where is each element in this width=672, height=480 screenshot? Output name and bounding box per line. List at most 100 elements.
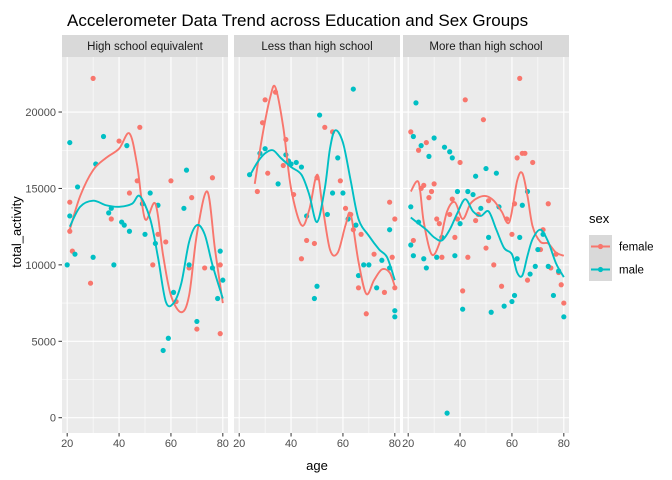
data-point-male: [387, 227, 393, 233]
data-point-male: [366, 262, 372, 268]
data-point-male: [293, 159, 299, 166]
data-point-male: [501, 303, 507, 309]
data-point-male: [311, 295, 318, 302]
data-point-female: [67, 228, 73, 234]
data-point-male: [275, 181, 281, 187]
y-axis-title: total_activity: [9, 196, 24, 268]
data-point-male: [423, 265, 429, 271]
data-point-female: [421, 182, 427, 188]
data-point-female: [126, 190, 133, 196]
data-point-male: [72, 251, 78, 257]
data-point-female: [410, 237, 416, 244]
data-point-male: [545, 263, 551, 269]
data-point-male: [121, 222, 127, 228]
data-point-female: [371, 251, 377, 257]
data-point-male: [418, 143, 424, 149]
data-point-male: [470, 191, 476, 198]
data-point-male: [355, 272, 362, 279]
data-point-male: [181, 205, 187, 211]
legend-label-male: male: [619, 265, 644, 277]
x-tick-label: 80: [389, 438, 401, 450]
data-point-male: [527, 271, 533, 277]
data-point-male: [511, 292, 518, 299]
data-point-female: [524, 277, 531, 283]
data-point-female: [480, 117, 487, 123]
data-point-male: [447, 149, 453, 155]
data-point-female: [363, 311, 369, 317]
data-point-female: [530, 159, 536, 166]
data-point-male: [316, 112, 323, 118]
data-point-male: [262, 146, 268, 152]
data-point-male: [165, 335, 171, 341]
x-tick-label: 20: [61, 438, 73, 450]
data-point-male: [509, 298, 515, 305]
data-point-female: [460, 288, 466, 294]
data-point-female: [209, 175, 216, 181]
data-point-male: [215, 295, 221, 302]
data-point-male: [111, 262, 117, 268]
data-point-female: [465, 254, 471, 260]
data-point-female: [202, 265, 208, 271]
legend-keys: female male: [589, 235, 654, 281]
data-point-female: [457, 159, 463, 166]
data-point-female: [491, 262, 497, 268]
data-point-male: [460, 306, 466, 312]
x-tick-label: 80: [558, 438, 570, 450]
data-point-female: [254, 188, 260, 195]
data-point-female: [387, 199, 393, 205]
data-point-female: [217, 262, 223, 268]
data-point-male: [413, 100, 419, 106]
data-point-male: [67, 213, 73, 219]
x-tick-label: 40: [285, 438, 297, 450]
data-point-male: [379, 257, 385, 263]
data-point-male: [488, 309, 494, 315]
data-point-female: [168, 178, 174, 184]
legend-title: sex: [589, 211, 610, 226]
data-point-male: [493, 170, 499, 176]
data-point-female: [426, 195, 432, 201]
y-tick-label: 5000: [32, 336, 56, 348]
data-point-female: [447, 211, 453, 218]
smooth-line-male: [248, 129, 396, 281]
facet-strip-label: Less than high school: [261, 41, 372, 53]
x-tick-label: 20: [402, 438, 414, 450]
data-point-male: [408, 242, 414, 248]
data-point-male: [147, 190, 153, 196]
data-point-male: [410, 253, 416, 259]
data-point-female: [322, 124, 328, 130]
data-point-male: [186, 262, 192, 268]
facet-panel: More than high school 20 40 60 80: [402, 35, 570, 450]
data-point-female: [439, 254, 445, 260]
data-point-male: [478, 205, 484, 211]
data-point-male: [67, 139, 73, 146]
data-point-female: [358, 231, 364, 237]
data-point-male: [220, 277, 226, 283]
legend: sex female male: [589, 211, 654, 281]
data-point-female: [498, 283, 505, 289]
y-tick-label: 15000: [25, 183, 56, 195]
smooth-line-female: [68, 132, 224, 314]
data-point-female: [262, 97, 268, 103]
data-point-male: [392, 314, 398, 320]
facet-panel: Less than high school 20 40 60 80: [233, 35, 401, 450]
data-point-female: [462, 97, 468, 103]
data-point-male: [441, 144, 448, 150]
data-point-female: [431, 181, 437, 187]
data-point-male: [485, 234, 492, 240]
data-point-female: [408, 129, 414, 135]
y-tick-label: 10000: [25, 260, 56, 272]
data-point-male: [408, 204, 414, 210]
data-point-male: [324, 211, 330, 218]
data-point-female: [485, 198, 492, 204]
facet-strip: [234, 35, 400, 57]
smooth-line-female: [253, 84, 396, 296]
x-tick-label: 20: [233, 438, 245, 450]
data-point-male: [483, 165, 489, 172]
data-point-male: [361, 262, 367, 268]
data-point-female: [389, 254, 395, 260]
data-point-male: [473, 173, 479, 179]
data-point-female: [163, 239, 169, 245]
data-point-female: [304, 237, 310, 244]
x-tick-label: 60: [165, 438, 177, 450]
